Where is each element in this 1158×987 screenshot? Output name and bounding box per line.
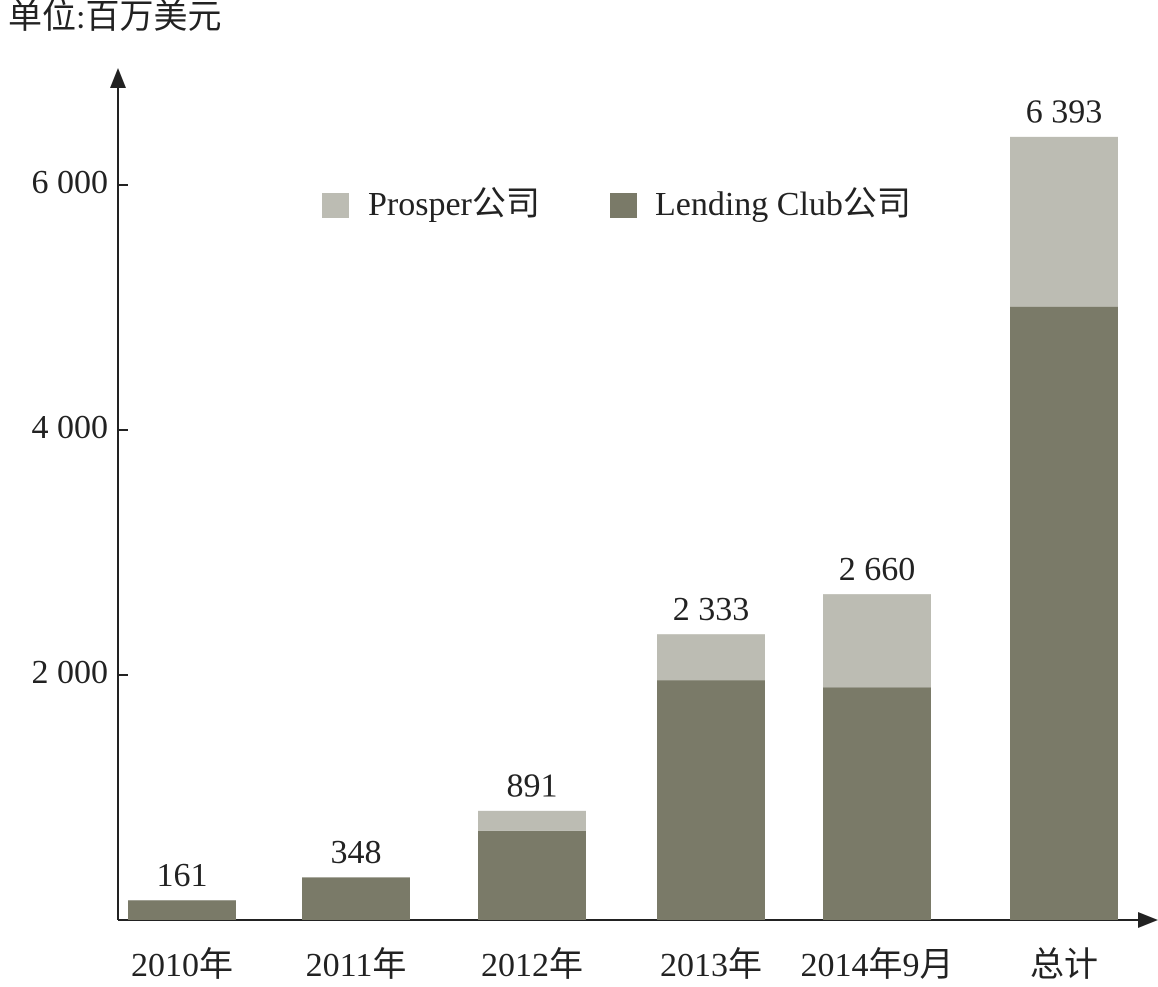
bar-segment: [128, 900, 236, 920]
bar-segment: [1010, 136, 1118, 307]
bar-segment: [823, 687, 931, 920]
y-tick-label: 6 000: [32, 164, 109, 201]
legend-swatch: [610, 193, 637, 218]
bar-segment: [1010, 306, 1118, 921]
y-axis-label: 单位:百万美元: [8, 0, 221, 36]
x-tick-label: 2010年: [131, 946, 233, 984]
y-tick-label: 2 000: [32, 654, 109, 691]
total-label: 161: [157, 857, 208, 894]
total-label: 6 393: [1026, 94, 1103, 131]
bar-segment: [657, 680, 765, 920]
legend-label: Prosper公司: [368, 186, 540, 223]
total-label: 2 660: [839, 551, 916, 588]
bar-segment: [657, 634, 765, 681]
x-tick-label: 2011年: [306, 946, 407, 984]
total-label: 891: [507, 768, 558, 805]
bar-segment: [823, 594, 931, 688]
bar-segment: [302, 877, 410, 920]
x-tick-label: 2014年9月: [801, 946, 954, 984]
legend-swatch: [322, 193, 349, 218]
y-tick-label: 4 000: [32, 409, 109, 446]
total-label: 2 333: [673, 591, 750, 628]
bar-segment: [478, 830, 586, 920]
y-axis-arrow: [110, 68, 126, 88]
bar-segment: [478, 810, 586, 831]
legend-label: Lending Club公司: [655, 186, 911, 223]
x-tick-label: 总计: [1030, 946, 1098, 984]
x-axis-arrow: [1138, 912, 1158, 928]
total-label: 348: [331, 834, 382, 871]
x-tick-label: 2013年: [660, 946, 762, 984]
x-tick-label: 2012年: [481, 946, 583, 984]
